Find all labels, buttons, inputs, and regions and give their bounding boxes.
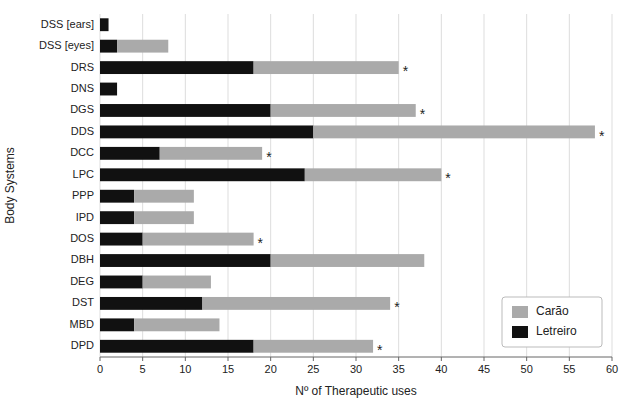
category-label: DSS [ears]	[41, 18, 94, 30]
tick-mark	[100, 357, 101, 361]
category-label: MBD	[70, 318, 95, 330]
bar	[117, 40, 168, 53]
bar	[100, 297, 202, 310]
annotation: *	[599, 128, 605, 144]
tick-mark	[185, 357, 186, 361]
tick-mark	[441, 357, 442, 361]
bar	[313, 125, 595, 138]
bar	[271, 104, 416, 117]
category-label: DRS	[71, 61, 94, 73]
x-axis-line	[100, 357, 612, 358]
bar	[143, 233, 254, 246]
y-axis-label: Body Systems	[3, 147, 17, 224]
bar	[134, 190, 194, 203]
tick-label: 25	[307, 363, 319, 375]
tick-label: 40	[435, 363, 447, 375]
annotation: *	[394, 299, 400, 315]
bar	[100, 125, 313, 138]
tick-label: 55	[563, 363, 575, 375]
tick-label: 50	[521, 363, 533, 375]
legend-box	[502, 297, 602, 347]
bar	[100, 83, 117, 96]
tick-mark	[484, 357, 485, 361]
legend-swatch	[512, 326, 528, 338]
bar	[202, 297, 390, 310]
annotation: *	[377, 342, 383, 358]
tick-mark	[228, 357, 229, 361]
annotation: *	[266, 149, 272, 165]
category-label: DBH	[71, 253, 94, 265]
bar	[100, 40, 117, 53]
annotation: *	[258, 235, 264, 251]
category-label: DNS	[71, 82, 94, 94]
category-label: DST	[72, 296, 94, 308]
category-label: DEG	[70, 275, 94, 287]
bar	[160, 147, 262, 160]
bar	[134, 211, 194, 224]
y-axis: DSS [ears] DSS [eyes] DRS DNS DGS DDS DCC LPC PP…	[39, 18, 94, 352]
annotation: *	[445, 170, 451, 186]
bar	[100, 254, 271, 267]
tick-label: 45	[478, 363, 490, 375]
category-label: DPD	[71, 339, 94, 351]
bar	[100, 168, 305, 181]
bar	[305, 168, 442, 181]
tick-label: 10	[179, 363, 191, 375]
bar	[100, 276, 143, 289]
bar	[100, 190, 134, 203]
bar	[254, 340, 373, 353]
bar	[143, 276, 211, 289]
bar	[254, 61, 399, 74]
tick-mark	[270, 357, 271, 361]
chart: 0 5 10 15 20 25 30 35 40 45 50 55 60 Nº of Therapeuti…	[0, 0, 630, 405]
bar	[271, 254, 425, 267]
x-axis-label: Nº of Therapeutic uses	[295, 384, 417, 398]
legend-label: Carão	[536, 304, 569, 318]
tick-label: 20	[265, 363, 277, 375]
x-grid	[100, 14, 612, 357]
bar	[108, 18, 109, 31]
grid-line	[441, 14, 442, 357]
tick-mark	[526, 357, 527, 361]
tick-mark	[569, 357, 570, 361]
x-axis: 0 5 10 15 20 25 30 35 40 45 50 55 60	[97, 357, 618, 375]
tick-label: 35	[393, 363, 405, 375]
tick-mark	[612, 357, 613, 361]
category-label: LPC	[73, 168, 94, 180]
tick-label: 30	[350, 363, 362, 375]
bar	[100, 340, 254, 353]
category-label: DSS [eyes]	[39, 39, 94, 51]
tick-label: 0	[97, 363, 103, 375]
annotation: *	[403, 63, 409, 79]
bar	[134, 318, 219, 331]
bar	[100, 104, 271, 117]
bar	[100, 18, 109, 31]
annotation: *	[420, 106, 426, 122]
grid-line	[484, 14, 485, 357]
bar	[100, 147, 160, 160]
tick-mark	[398, 357, 399, 361]
bar	[100, 211, 134, 224]
bar	[100, 233, 143, 246]
category-label: DGS	[70, 103, 94, 115]
category-label: DDS	[71, 125, 94, 137]
tick-mark	[142, 357, 143, 361]
tick-label: 5	[140, 363, 146, 375]
category-label: DOS	[70, 232, 94, 244]
tick-mark	[356, 357, 357, 361]
bar	[100, 318, 134, 331]
grid-line	[612, 14, 613, 357]
legend-swatch	[512, 306, 528, 318]
annotations: * * * * * * * *	[258, 63, 605, 358]
category-label: PPP	[72, 189, 94, 201]
category-label: IPD	[76, 211, 94, 223]
tick-label: 60	[606, 363, 618, 375]
bar	[100, 61, 254, 74]
tick-mark	[313, 357, 314, 361]
tick-label: 15	[222, 363, 234, 375]
bar	[117, 83, 118, 96]
category-label: DCC	[70, 146, 94, 158]
legend: Carão Letreiro	[502, 297, 602, 347]
legend-label: Letreiro	[536, 324, 577, 338]
